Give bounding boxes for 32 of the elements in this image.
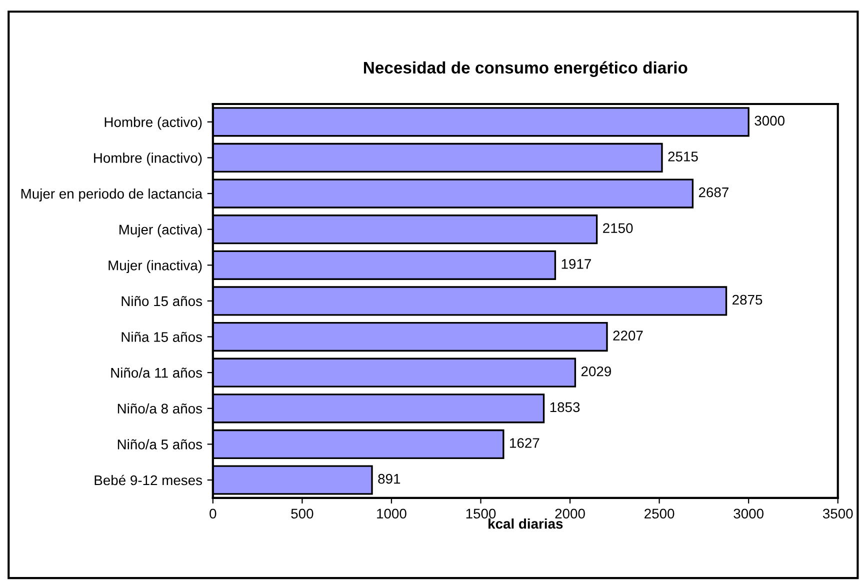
chart-title: Necesidad de consumo energético diario [364, 61, 688, 77]
y-tick-label: Niño/a 5 años [118, 439, 202, 450]
data-label: 891 [378, 474, 400, 484]
data-label: 2207 [613, 330, 643, 340]
y-tick-label: Hombre (inactivo) [94, 152, 202, 166]
x-tick-label: 1000 [377, 508, 406, 519]
data-label: 1853 [550, 402, 580, 412]
x-axis-title: kcal diarias [488, 518, 563, 529]
y-tick-label: Bebé 9-12 meses [94, 474, 202, 486]
y-tick-label: Mujer en periodo de lactancia [21, 188, 203, 202]
data-label: 3000 [754, 116, 784, 126]
x-tick-label: 2000 [555, 508, 585, 519]
data-label: 2515 [668, 152, 698, 162]
y-tick-label: Niño/a 11 años [111, 368, 202, 378]
x-tick-label: 2500 [644, 508, 674, 519]
data-label: 1917 [562, 259, 591, 269]
data-label: 2029 [581, 366, 611, 376]
y-tick-label: Niño 15 años [122, 296, 202, 306]
y-tick-label: Mujer (inactiva) [108, 260, 202, 274]
y-tick-label: Niño/a 8 años [118, 403, 202, 414]
x-tick-label: 3500 [822, 508, 853, 519]
data-label: 2875 [732, 294, 762, 305]
y-tick-label: Niña 15 años [122, 332, 202, 342]
x-tick-label: 0 [210, 508, 216, 519]
x-tick-label: 3000 [734, 508, 764, 519]
data-label: 2150 [603, 223, 633, 234]
x-tick-label: 500 [291, 508, 314, 519]
data-label: 1627 [510, 438, 540, 448]
y-tick-label: Mujer (activa) [120, 224, 202, 238]
y-tick-label: Hombre (activo) [104, 116, 202, 130]
x-tick-label: 1500 [466, 508, 496, 519]
data-label: 2687 [698, 187, 728, 198]
